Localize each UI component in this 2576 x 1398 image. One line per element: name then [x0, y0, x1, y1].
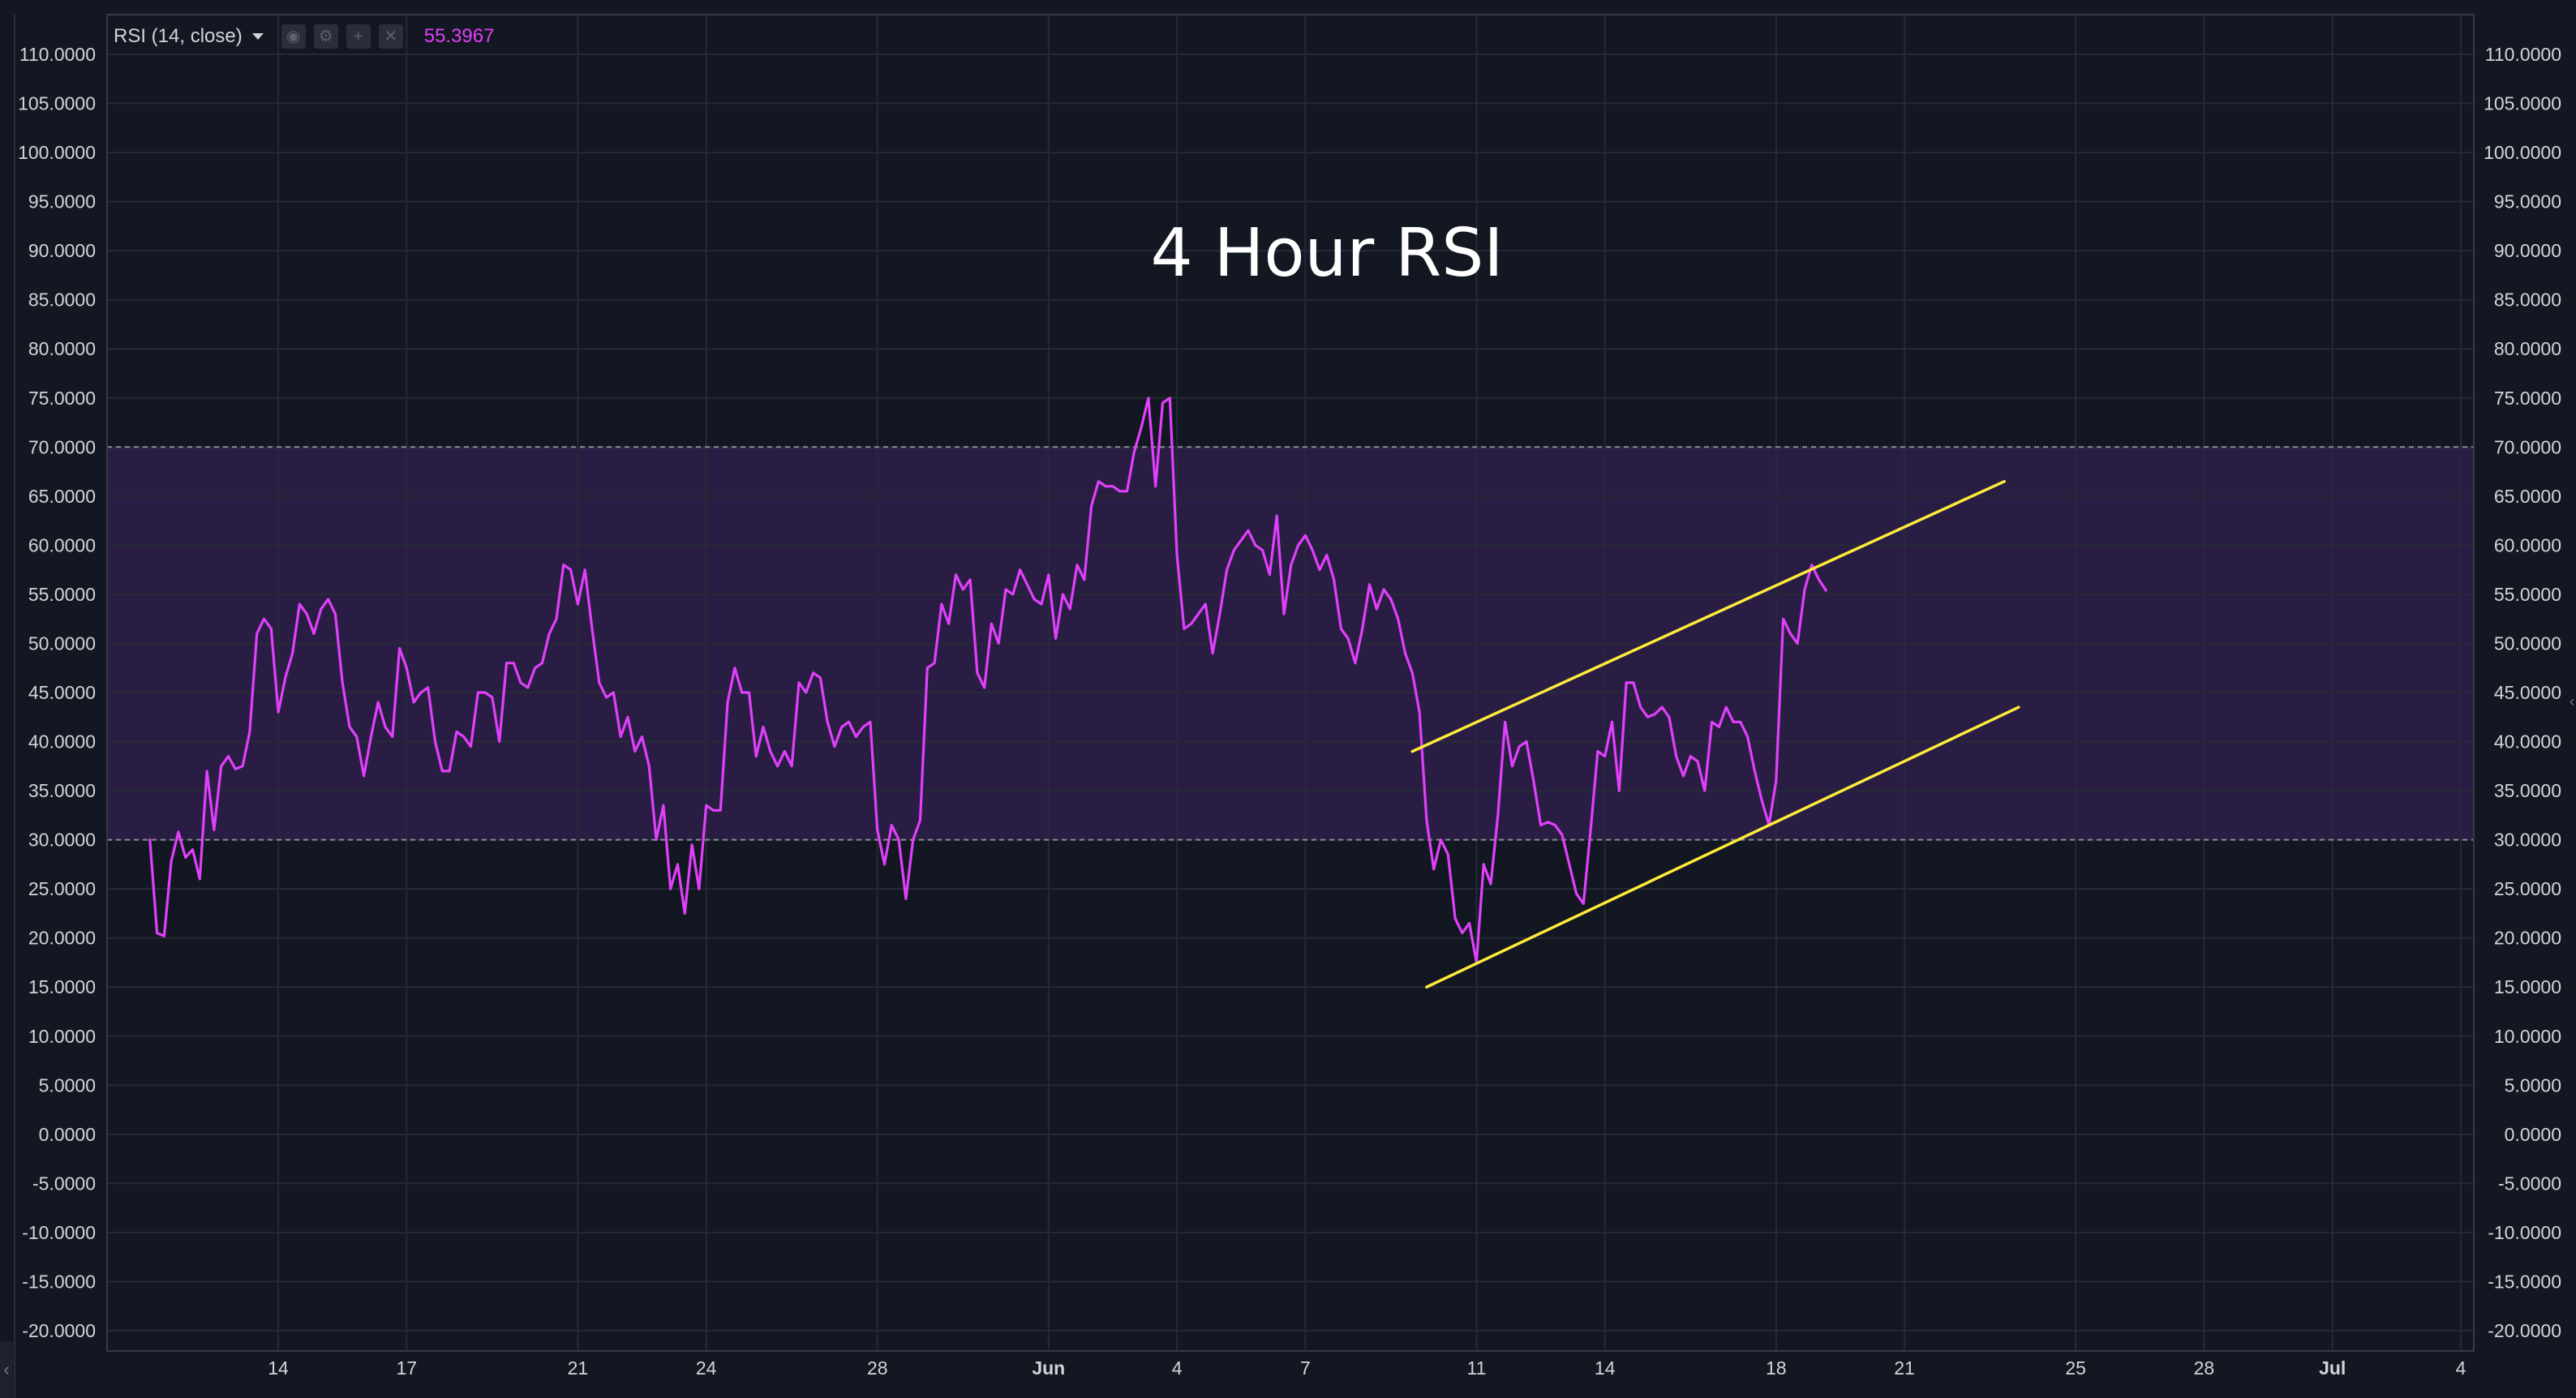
x-tick-label: 14 — [268, 1357, 289, 1379]
y-tick-label: 70.0000 — [28, 436, 96, 457]
y-tick-label: 40.0000 — [28, 731, 96, 753]
y-tick-label: 55.0000 — [2494, 584, 2561, 605]
y-tick-label: 105.0000 — [2484, 93, 2561, 114]
y-tick-label: 85.0000 — [28, 289, 96, 311]
y-tick-label: 70.0000 — [2494, 436, 2561, 457]
rsi-series-line — [148, 397, 1827, 964]
plot-frame — [106, 14, 2475, 1352]
y-tick-label: 15.0000 — [28, 976, 96, 997]
y-tick-label: 50.0000 — [28, 633, 96, 654]
indicator-current-value: 55.3967 — [423, 25, 495, 47]
y-tick-label: -15.0000 — [2488, 1271, 2561, 1292]
y-tick-label: 15.0000 — [2494, 976, 2561, 997]
x-tick-label: 4 — [2456, 1357, 2467, 1379]
x-tick-label: 7 — [1300, 1357, 1311, 1379]
y-tick-label: 110.0000 — [19, 44, 96, 65]
y-axis-right[interactable]: 110.0000 105.0000 100.0000 95.0000 90.0000 85… — [2484, 44, 2561, 1341]
y-tick-label: 95.0000 — [2494, 191, 2561, 212]
y-tick-label: 55.0000 — [28, 584, 96, 605]
y-tick-label: 0.0000 — [39, 1124, 96, 1145]
y-tick-label: 20.0000 — [28, 928, 96, 949]
y-tick-label: 80.0000 — [2494, 338, 2561, 359]
collapse-right-icon[interactable]: ‹ — [2570, 693, 2574, 710]
y-tick-label: -10.0000 — [22, 1222, 96, 1243]
y-tick-label: 90.0000 — [2494, 240, 2561, 261]
y-tick-label: 35.0000 — [28, 780, 96, 801]
x-tick-label: 24 — [696, 1357, 717, 1379]
y-tick-label: -10.0000 — [2488, 1222, 2561, 1243]
y-tick-label: 100.0000 — [18, 142, 96, 163]
y-tick-label: -20.0000 — [22, 1320, 96, 1341]
y-tick-label: 100.0000 — [2484, 142, 2561, 163]
y-tick-label: -20.0000 — [2488, 1320, 2561, 1341]
y-tick-label: 90.0000 — [28, 240, 96, 261]
chevron-down-icon[interactable] — [251, 33, 264, 40]
x-axis[interactable]: 14 17 21 24 28 Jun 4 7 11 14 18 21 25 28 Jul 4 — [268, 1357, 2466, 1379]
y-tick-label: 65.0000 — [28, 486, 96, 507]
y-tick-label: 30.0000 — [2494, 830, 2561, 851]
y-tick-label: 5.0000 — [2505, 1074, 2561, 1096]
x-tick-label: 28 — [2194, 1357, 2215, 1379]
y-tick-label: 25.0000 — [2494, 878, 2561, 899]
x-tick-label: 14 — [1595, 1357, 1616, 1379]
y-tick-label: 20.0000 — [2494, 928, 2561, 949]
y-tick-label: 110.0000 — [2485, 44, 2561, 65]
y-tick-label: 40.0000 — [2494, 731, 2561, 753]
y-tick-label: 10.0000 — [28, 1026, 96, 1047]
indicator-name[interactable]: RSI (14, close) — [114, 25, 243, 47]
y-axis-left[interactable]: 110.0000 105.0000 100.0000 95.0000 90.0000 85… — [18, 44, 96, 1341]
y-tick-label: 60.0000 — [28, 534, 96, 555]
collapse-left-icon[interactable]: ‹ — [0, 1341, 13, 1398]
chart-title: 4 Hour RSI — [1150, 215, 1503, 292]
x-tick-label: 17 — [397, 1357, 418, 1379]
plus-icon[interactable]: + — [346, 24, 371, 49]
y-tick-label: -15.0000 — [22, 1271, 96, 1292]
close-icon[interactable]: ✕ — [378, 24, 403, 49]
x-tick-label: Jul — [2319, 1357, 2346, 1379]
y-tick-label: 65.0000 — [2494, 486, 2561, 507]
y-tick-label: 35.0000 — [2494, 780, 2561, 801]
x-tick-label: Jun — [1032, 1357, 1065, 1379]
trendline — [1410, 479, 2006, 753]
gear-icon[interactable]: ⚙ — [313, 24, 338, 49]
y-tick-label: 30.0000 — [28, 830, 96, 851]
y-tick-label: 25.0000 — [28, 878, 96, 899]
y-tick-label: 80.0000 — [28, 338, 96, 359]
trendline-layer — [1410, 479, 2020, 988]
x-tick-label: 4 — [1172, 1357, 1183, 1379]
y-tick-label: 60.0000 — [2494, 534, 2561, 555]
y-tick-label: -5.0000 — [32, 1173, 96, 1194]
y-tick-label: 10.0000 — [2494, 1026, 2561, 1047]
x-tick-label: 18 — [1766, 1357, 1787, 1379]
y-tick-label: 75.0000 — [28, 388, 96, 409]
x-tick-label: 21 — [568, 1357, 589, 1379]
y-tick-label: 50.0000 — [2494, 633, 2561, 654]
eye-icon[interactable]: ◉ — [281, 24, 306, 49]
y-tick-label: 75.0000 — [2494, 388, 2561, 409]
y-tick-label: 0.0000 — [2505, 1124, 2561, 1145]
y-tick-label: 5.0000 — [39, 1074, 96, 1096]
x-tick-label: 11 — [1466, 1357, 1486, 1379]
y-tick-label: 85.0000 — [2494, 289, 2561, 311]
x-tick-label: 25 — [2065, 1357, 2086, 1379]
y-tick-label: 95.0000 — [28, 191, 96, 212]
y-tick-label: 45.0000 — [2494, 682, 2561, 703]
series-layer — [148, 397, 1827, 964]
x-tick-label: 21 — [1894, 1357, 1915, 1379]
trendline — [1425, 705, 2020, 988]
indicator-legend: RSI (14, close) ◉ ⚙ + ✕ 55.3967 — [114, 23, 494, 50]
x-tick-label: 28 — [867, 1357, 888, 1379]
y-tick-label: 105.0000 — [18, 93, 96, 114]
y-tick-label: 45.0000 — [28, 682, 96, 703]
band-lines-layer — [107, 446, 2474, 841]
y-tick-label: -5.0000 — [2498, 1173, 2561, 1194]
